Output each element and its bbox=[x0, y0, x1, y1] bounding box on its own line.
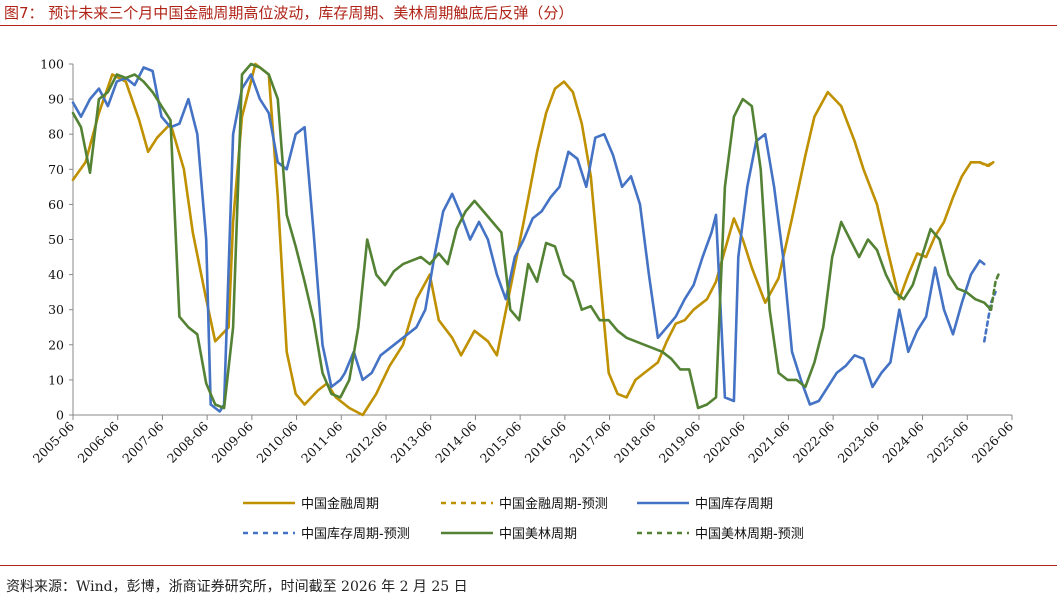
y-tick-label: 10 bbox=[48, 372, 64, 387]
legend-label: 中国美林周期 bbox=[499, 527, 577, 542]
x-tick-label: 2012-06 bbox=[343, 418, 390, 465]
x-tick-label: 2011-06 bbox=[298, 418, 345, 465]
title-divider bbox=[0, 25, 1057, 26]
x-tick-label: 2006-06 bbox=[74, 418, 121, 465]
legend-label: 中国库存周期 bbox=[695, 496, 773, 512]
y-tick-label: 100 bbox=[40, 57, 64, 72]
x-tick-label: 2007-06 bbox=[119, 418, 166, 465]
x-tick-label: 2015-06 bbox=[477, 418, 524, 465]
cycle-line-chart: 0 10 20 30 40 50 60 70 80 90 100 2005-062006-062007… bbox=[30, 57, 1016, 543]
series-lines bbox=[71, 62, 1002, 417]
x-tick-label: 2022-06 bbox=[790, 418, 837, 465]
y-tick-label: 30 bbox=[48, 302, 64, 317]
x-tick-label: 2023-06 bbox=[835, 418, 882, 465]
y-tick-label: 20 bbox=[48, 337, 64, 352]
y-tick-label: 40 bbox=[48, 267, 64, 282]
x-tick-label: 2026-06 bbox=[969, 418, 1016, 465]
y-tick-label: 0 bbox=[56, 408, 64, 423]
x-tick-label: 2005-06 bbox=[30, 418, 77, 465]
footer-divider bbox=[0, 565, 1057, 566]
x-tick-label: 2019-06 bbox=[656, 418, 703, 465]
legend-label: 中国金融周期 bbox=[301, 496, 379, 512]
legend-label: 中国美林周期-预测 bbox=[695, 527, 804, 542]
x-tick-label: 2024-06 bbox=[879, 418, 926, 465]
x-tick-label: 2014-06 bbox=[432, 418, 479, 465]
series-line bbox=[989, 269, 1002, 311]
x-tick-label: 2020-06 bbox=[700, 418, 747, 465]
y-tick-label: 50 bbox=[48, 232, 64, 247]
y-tick-label: 80 bbox=[48, 127, 64, 142]
x-tick-label: 2013-06 bbox=[387, 418, 434, 465]
y-tick-label: 70 bbox=[48, 162, 64, 177]
x-tick-label: 2021-06 bbox=[745, 418, 792, 465]
series-line bbox=[978, 161, 995, 168]
x-tick-label: 2017-06 bbox=[566, 418, 613, 465]
series-line bbox=[71, 66, 986, 413]
legend-label: 中国库存周期-预测 bbox=[301, 526, 410, 542]
figure-title: 图7： 预计未来三个月中国金融周期高位波动，库存周期、美林周期触底后反弹（分） bbox=[4, 4, 574, 22]
x-tick-label: 2025-06 bbox=[924, 418, 971, 465]
x-tick-label: 2010-06 bbox=[253, 418, 300, 465]
source-note: 资料来源：Wind，彭博，浙商证券研究所，时间截至 2026 年 2 月 25 … bbox=[6, 579, 468, 595]
x-tick-label: 2016-06 bbox=[522, 418, 569, 465]
x-tick-label: 2008-06 bbox=[164, 418, 211, 465]
x-tick-label: 2018-06 bbox=[611, 418, 658, 465]
y-tick-label: 90 bbox=[48, 92, 64, 107]
legend-label: 中国金融周期-预测 bbox=[499, 496, 608, 512]
series-line bbox=[983, 290, 997, 343]
x-tick-label: 2009-06 bbox=[209, 418, 256, 465]
y-tick-label: 60 bbox=[48, 197, 64, 212]
series-line bbox=[71, 62, 995, 417]
series-line bbox=[71, 62, 993, 410]
